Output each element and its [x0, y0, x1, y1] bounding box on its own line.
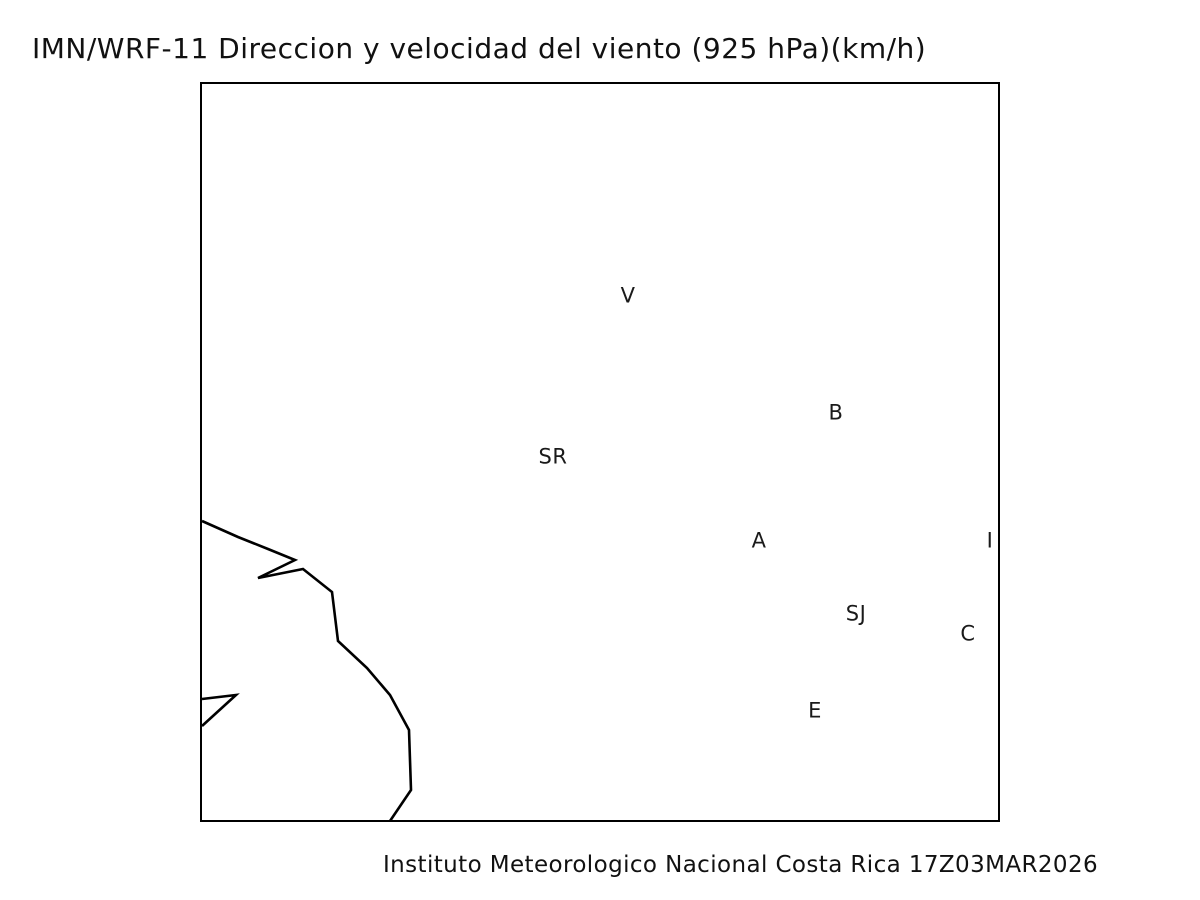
station-label-e: E [808, 698, 822, 723]
station-label-i: I [986, 528, 994, 553]
station-label-sr: SR [538, 444, 568, 469]
map-frame-border [200, 82, 1000, 822]
station-label-c: C [960, 621, 976, 646]
coastline-peninsula [201, 693, 240, 727]
coastline-main [201, 519, 413, 822]
station-label-sj: SJ [845, 601, 867, 626]
station-label-a: A [751, 528, 767, 553]
station-label-b: B [828, 400, 844, 425]
footer-credit: Instituto Meteorologico Nacional Costa R… [383, 852, 1099, 878]
station-label-v: V [620, 283, 636, 308]
page-title: IMN/WRF-11 Direccion y velocidad del vie… [32, 32, 927, 65]
